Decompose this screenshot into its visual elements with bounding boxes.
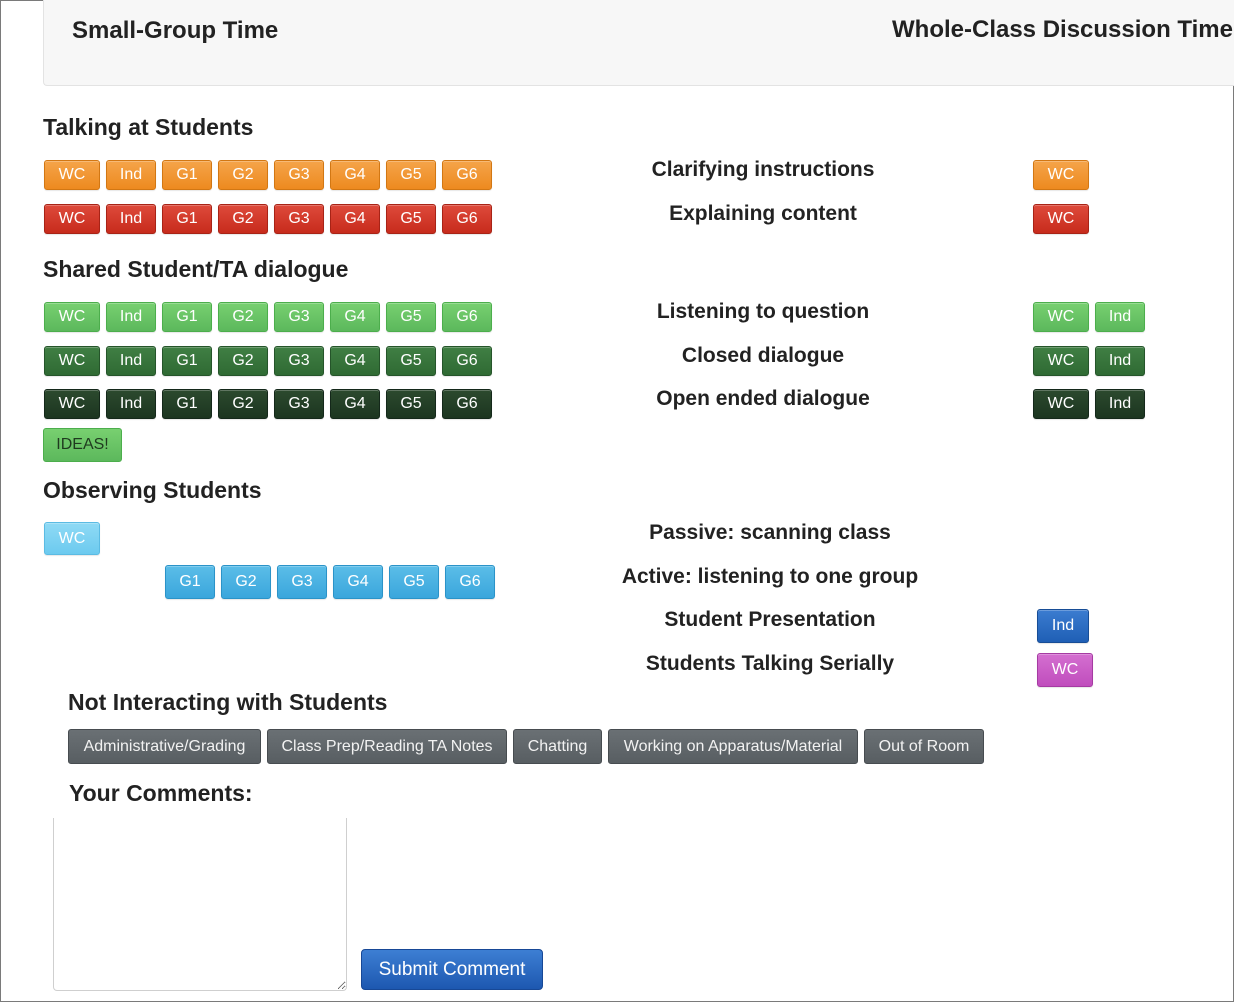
explaining-g3-button[interactable]: G3: [274, 204, 324, 234]
open-ind-button[interactable]: Ind: [106, 389, 156, 419]
passive-wc-button[interactable]: WC: [44, 522, 100, 555]
passive-small-group-row: WC: [44, 522, 100, 555]
clarifying-whole-class-row: WC: [1033, 160, 1089, 190]
clarifying-g2-button[interactable]: G2: [218, 160, 268, 190]
presentation-ind-button[interactable]: Ind: [1037, 609, 1089, 643]
activity-closed-dialogue: Closed dialogue: [681, 344, 845, 367]
activity-student-presentation: Student Presentation: [664, 608, 876, 631]
explaining-whole-class-row: WC: [1033, 204, 1089, 234]
section-shared-dialogue: Shared Student/TA dialogue: [43, 256, 349, 282]
clarifying-g3-button[interactable]: G3: [274, 160, 324, 190]
activity-listening-to-question: Listening to question: [656, 300, 870, 323]
activity-passive-scanning: Passive: scanning class: [649, 521, 891, 544]
closed-ind-button[interactable]: Ind: [106, 346, 156, 376]
activity-students-talking-serially: Students Talking Serially: [645, 652, 895, 675]
clarifying-g5-button[interactable]: G5: [386, 160, 436, 190]
explaining-ind-button[interactable]: Ind: [106, 204, 156, 234]
clarifying-ind-button[interactable]: Ind: [106, 160, 156, 190]
closed-wc-button[interactable]: WC: [44, 346, 100, 376]
listening-g4-button[interactable]: G4: [330, 302, 380, 332]
open-whole-class-row: WC Ind: [1033, 389, 1145, 419]
listening-ind-whole-class-button[interactable]: Ind: [1095, 302, 1145, 332]
open-g3-button[interactable]: G3: [274, 389, 324, 419]
listening-whole-class-row: WC Ind: [1033, 302, 1145, 332]
section-not-interacting: Not Interacting with Students: [68, 689, 388, 715]
serially-whole-class-row: WC: [1037, 653, 1093, 687]
clarifying-g1-button[interactable]: G1: [162, 160, 212, 190]
active-small-group-row: G1 G2 G3 G4 G5 G6: [165, 565, 495, 599]
activity-clarifying-instructions: Clarifying instructions: [651, 158, 875, 181]
closed-g1-button[interactable]: G1: [162, 346, 212, 376]
open-g6-button[interactable]: G6: [442, 389, 492, 419]
comments-label: Your Comments:: [69, 780, 253, 806]
closed-whole-class-row: WC Ind: [1033, 346, 1145, 376]
active-g3-button[interactable]: G3: [277, 565, 327, 599]
small-group-title: Small-Group Time: [72, 17, 279, 44]
open-wc-whole-class-button[interactable]: WC: [1033, 389, 1089, 419]
open-g2-button[interactable]: G2: [218, 389, 268, 419]
listening-g5-button[interactable]: G5: [386, 302, 436, 332]
explaining-wc-whole-class-button[interactable]: WC: [1033, 204, 1089, 234]
explaining-wc-button[interactable]: WC: [44, 204, 100, 234]
closed-dialogue-small-group-row: WC Ind G1 G2 G3 G4 G5 G6: [44, 346, 492, 376]
ideas-button[interactable]: IDEAS!: [43, 428, 122, 462]
chatting-button[interactable]: Chatting: [513, 729, 602, 764]
listening-g2-button[interactable]: G2: [218, 302, 268, 332]
open-ind-whole-class-button[interactable]: Ind: [1095, 389, 1145, 419]
listening-question-small-group-row: WC Ind G1 G2 G3 G4 G5 G6: [44, 302, 492, 332]
administrative-grading-button[interactable]: Administrative/Grading: [68, 729, 261, 764]
not-interacting-row: Administrative/Grading Class Prep/Readin…: [68, 729, 984, 764]
active-g2-button[interactable]: G2: [221, 565, 271, 599]
active-g5-button[interactable]: G5: [389, 565, 439, 599]
comments-textarea[interactable]: [53, 818, 347, 991]
clarifying-wc-whole-class-button[interactable]: WC: [1033, 160, 1089, 190]
clarifying-wc-button[interactable]: WC: [44, 160, 100, 190]
clarifying-g4-button[interactable]: G4: [330, 160, 380, 190]
closed-g3-button[interactable]: G3: [274, 346, 324, 376]
page-header: Small-Group Time Whole-Class Discussion …: [43, 0, 1234, 86]
closed-g5-button[interactable]: G5: [386, 346, 436, 376]
listening-ind-button[interactable]: Ind: [106, 302, 156, 332]
activity-open-ended-dialogue: Open ended dialogue: [656, 387, 870, 410]
clarifying-small-group-row: WC Ind G1 G2 G3 G4 G5 G6: [44, 160, 492, 190]
open-wc-button[interactable]: WC: [44, 389, 100, 419]
listening-g1-button[interactable]: G1: [162, 302, 212, 332]
closed-wc-whole-class-button[interactable]: WC: [1033, 346, 1089, 376]
activity-active-listening-one-group: Active: listening to one group: [621, 565, 919, 588]
listening-g3-button[interactable]: G3: [274, 302, 324, 332]
open-g1-button[interactable]: G1: [162, 389, 212, 419]
out-of-room-button[interactable]: Out of Room: [864, 729, 984, 764]
activity-explaining-content: Explaining content: [669, 202, 857, 225]
explaining-small-group-row: WC Ind G1 G2 G3 G4 G5 G6: [44, 204, 492, 234]
whole-class-title: Whole-Class Discussion Time: [892, 16, 1233, 43]
section-talking-at-students: Talking at Students: [43, 114, 254, 140]
explaining-g5-button[interactable]: G5: [386, 204, 436, 234]
clarifying-g6-button[interactable]: G6: [442, 160, 492, 190]
active-g4-button[interactable]: G4: [333, 565, 383, 599]
closed-ind-whole-class-button[interactable]: Ind: [1095, 346, 1145, 376]
explaining-g6-button[interactable]: G6: [442, 204, 492, 234]
explaining-g4-button[interactable]: G4: [330, 204, 380, 234]
listening-wc-button[interactable]: WC: [44, 302, 100, 332]
closed-g2-button[interactable]: G2: [218, 346, 268, 376]
active-g1-button[interactable]: G1: [165, 565, 215, 599]
open-g5-button[interactable]: G5: [386, 389, 436, 419]
open-g4-button[interactable]: G4: [330, 389, 380, 419]
listening-wc-whole-class-button[interactable]: WC: [1033, 302, 1089, 332]
class-prep-button[interactable]: Class Prep/Reading TA Notes: [267, 729, 507, 764]
active-g6-button[interactable]: G6: [445, 565, 495, 599]
serially-wc-button[interactable]: WC: [1037, 653, 1093, 687]
working-on-apparatus-button[interactable]: Working on Apparatus/Material: [608, 729, 858, 764]
open-dialogue-small-group-row: WC Ind G1 G2 G3 G4 G5 G6: [44, 389, 492, 419]
listening-g6-button[interactable]: G6: [442, 302, 492, 332]
closed-g6-button[interactable]: G6: [442, 346, 492, 376]
explaining-g2-button[interactable]: G2: [218, 204, 268, 234]
explaining-g1-button[interactable]: G1: [162, 204, 212, 234]
submit-comment-button[interactable]: Submit Comment: [361, 949, 543, 990]
presentation-whole-class-row: Ind: [1037, 609, 1089, 643]
section-observing-students: Observing Students: [43, 477, 262, 503]
closed-g4-button[interactable]: G4: [330, 346, 380, 376]
